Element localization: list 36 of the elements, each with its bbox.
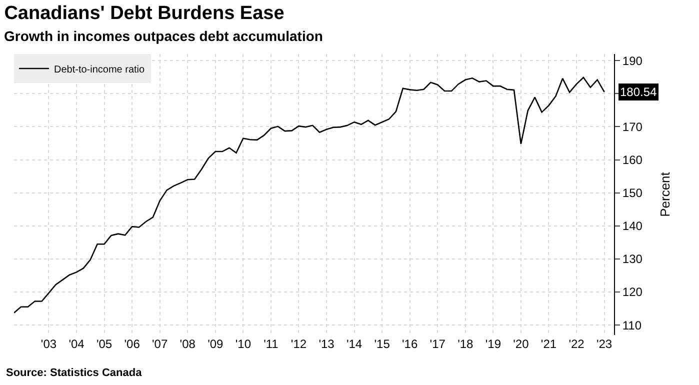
x-tick-label: '16 xyxy=(402,337,418,351)
x-tick-label: '11 xyxy=(264,337,279,351)
x-tick-label: '12 xyxy=(290,337,307,351)
chart-title: Canadians' Debt Burdens Ease xyxy=(4,3,284,24)
x-tick-label: '17 xyxy=(430,337,446,351)
x-tick-label: '04 xyxy=(68,337,85,351)
line-series xyxy=(14,76,605,314)
y-tick-label: 130 xyxy=(622,252,643,266)
x-tick-label: '05 xyxy=(96,337,112,351)
x-tick-label: '13 xyxy=(318,337,335,351)
y-tick-label: 160 xyxy=(622,152,643,167)
legend-label: Debt-to-income ratio xyxy=(54,64,146,76)
y-tick-label: 190 xyxy=(622,54,643,68)
chart-subtitle: Growth in incomes outpaces debt accumulation xyxy=(4,28,323,44)
source-note: Source: Statistics Canada xyxy=(6,367,143,379)
x-tick-label: '03 xyxy=(40,337,57,351)
x-tick-label: '21 xyxy=(540,337,557,351)
x-tick-label: '19 xyxy=(485,337,502,351)
y-tick-label: 170 xyxy=(622,120,643,134)
y-tick-label: 110 xyxy=(622,318,642,332)
x-tick-label: '23 xyxy=(596,337,612,351)
x-tick-label: '18 xyxy=(458,337,474,351)
data-label: 180.54 xyxy=(620,85,658,99)
x-tick-label: '14 xyxy=(346,337,362,351)
x-tick-label: '22 xyxy=(568,337,585,351)
x-tick-label: '20 xyxy=(513,337,530,351)
y-tick-label: 140 xyxy=(622,219,643,234)
y-tick-label: 150 xyxy=(622,186,643,200)
y-axis-title: Percent xyxy=(657,172,672,217)
x-tick-label: '06 xyxy=(124,337,140,351)
x-tick-label: '09 xyxy=(208,337,224,351)
x-tick-label: '10 xyxy=(235,337,252,351)
y-tick-label: 120 xyxy=(622,285,643,300)
x-tick-label: '08 xyxy=(180,337,196,351)
x-tick-label: '15 xyxy=(374,337,390,351)
x-tick-label: '07 xyxy=(152,337,168,351)
